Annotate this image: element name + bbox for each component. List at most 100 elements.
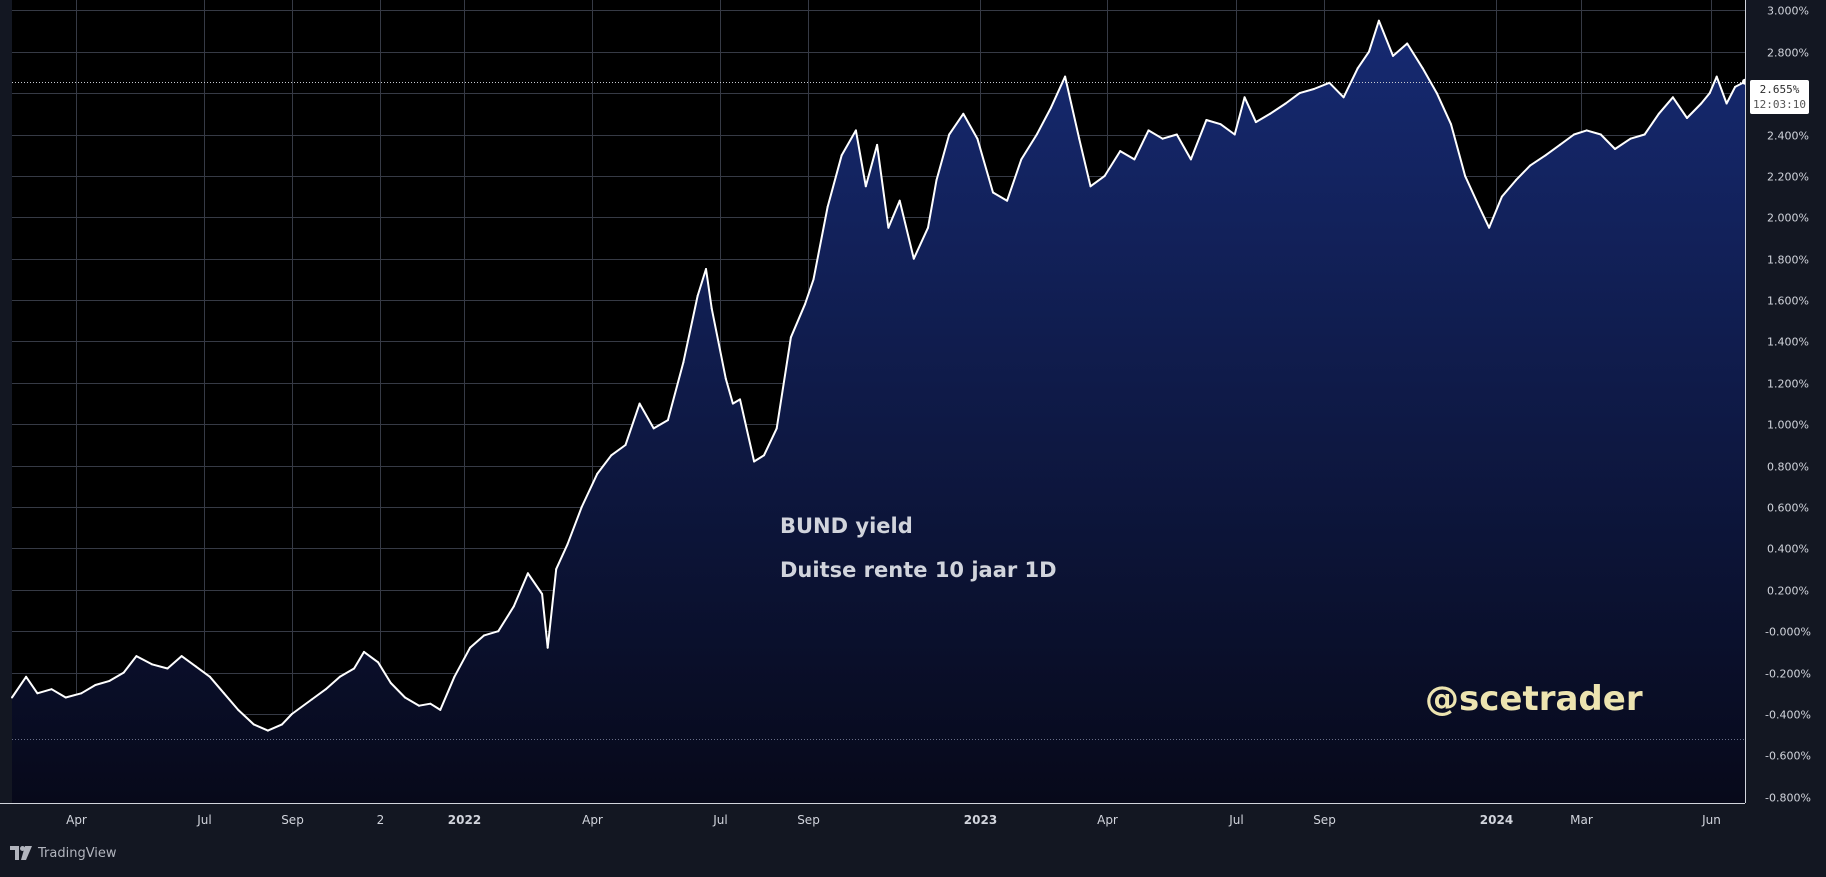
data-point xyxy=(1558,143,1561,146)
data-point xyxy=(310,698,313,701)
data-point xyxy=(992,191,994,194)
annotation-title: BUND yield xyxy=(780,514,913,538)
tradingview-logo-icon xyxy=(10,846,32,860)
x-tick-label: Sep xyxy=(281,813,304,827)
x-tick-label: Sep xyxy=(1313,813,1336,827)
data-point xyxy=(1715,75,1718,78)
series-area xyxy=(12,20,1745,803)
data-point xyxy=(194,665,197,668)
data-point xyxy=(50,688,53,691)
data-point xyxy=(854,129,857,132)
x-tick-label: 2024 xyxy=(1480,813,1513,827)
data-point xyxy=(377,661,380,664)
y-tick-label: 1.000% xyxy=(1767,419,1809,432)
data-point xyxy=(11,696,13,699)
data-point xyxy=(418,704,421,707)
data-point xyxy=(1708,92,1711,95)
data-point xyxy=(389,682,392,684)
data-point xyxy=(512,605,515,608)
x-tick-label: Jul xyxy=(196,813,211,827)
annotation-subtitle: Duitse rente 10 jaar 1D xyxy=(780,558,1057,582)
data-point xyxy=(1734,85,1737,88)
data-point xyxy=(80,692,83,695)
data-point xyxy=(1243,96,1246,99)
data-point xyxy=(25,675,28,678)
x-tick-label: Apr xyxy=(66,813,87,827)
data-point xyxy=(1298,92,1301,95)
data-point xyxy=(363,650,365,653)
data-point xyxy=(1147,129,1150,132)
y-tick-label: -0.000% xyxy=(1765,626,1811,639)
y-tick-label: 1.400% xyxy=(1767,336,1809,349)
data-point xyxy=(1356,67,1359,70)
data-point xyxy=(1515,179,1517,182)
data-point xyxy=(1421,67,1424,70)
last-value-badge: 2.655% 12:03:10 xyxy=(1750,80,1809,114)
x-tick-label: Apr xyxy=(582,813,603,827)
data-point xyxy=(1161,137,1164,140)
data-point xyxy=(546,646,549,649)
data-point xyxy=(739,398,741,401)
y-tick-label: 0.400% xyxy=(1767,543,1809,556)
countdown-label: 12:03:10 xyxy=(1753,98,1806,111)
x-tick-label: Apr xyxy=(1097,813,1118,827)
y-tick-label: -0.200% xyxy=(1765,668,1811,681)
x-tick-label: Mar xyxy=(1570,813,1593,827)
data-point xyxy=(763,454,765,457)
data-point xyxy=(1269,112,1272,115)
data-point xyxy=(237,708,240,711)
data-point xyxy=(64,696,67,699)
data-point xyxy=(1342,96,1345,99)
data-point xyxy=(1089,185,1092,188)
data-point xyxy=(927,226,929,229)
data-point xyxy=(1205,119,1208,121)
x-tick-label: 2023 xyxy=(964,813,997,827)
data-point xyxy=(36,692,39,695)
data-point xyxy=(596,472,599,475)
y-tick-label: 0.200% xyxy=(1767,585,1809,598)
data-point xyxy=(1686,117,1688,119)
data-point xyxy=(962,112,965,115)
data-point xyxy=(610,454,613,457)
data-point xyxy=(180,655,183,658)
data-point xyxy=(1599,133,1602,136)
data-point xyxy=(876,143,879,146)
y-tick-label: 2.200% xyxy=(1767,171,1809,184)
data-point xyxy=(1133,158,1136,161)
data-point xyxy=(1435,92,1438,95)
x-tick-label: 2022 xyxy=(448,813,481,827)
data-point xyxy=(864,185,867,188)
data-point xyxy=(1284,102,1287,105)
data-point xyxy=(1614,148,1616,150)
data-point xyxy=(1500,195,1503,198)
y-tick-label: 1.600% xyxy=(1767,295,1809,308)
data-point xyxy=(324,688,327,691)
data-point xyxy=(1368,50,1370,53)
tradingview-brand[interactable]: TradingView xyxy=(10,842,117,864)
x-tick-label: Jul xyxy=(1228,813,1243,827)
data-point xyxy=(682,361,685,364)
data-point xyxy=(555,568,558,571)
data-point xyxy=(840,154,843,157)
tradingview-brand-label: TradingView xyxy=(38,845,117,861)
data-point xyxy=(1103,174,1106,177)
data-point xyxy=(724,377,727,380)
data-point xyxy=(281,723,283,726)
data-point xyxy=(1312,88,1315,90)
data-point xyxy=(497,630,500,633)
data-point xyxy=(1450,123,1452,126)
data-point xyxy=(826,206,829,208)
data-point xyxy=(252,723,255,726)
data-point xyxy=(1035,133,1038,136)
data-point xyxy=(108,679,111,682)
x-axis-panel xyxy=(0,803,1826,832)
data-point xyxy=(1406,42,1409,45)
data-point xyxy=(652,427,655,430)
data-point xyxy=(1020,158,1023,161)
data-point xyxy=(696,295,699,297)
data-point xyxy=(1392,54,1394,57)
data-point xyxy=(1657,112,1660,115)
data-point xyxy=(208,675,211,678)
data-point xyxy=(1254,121,1257,124)
